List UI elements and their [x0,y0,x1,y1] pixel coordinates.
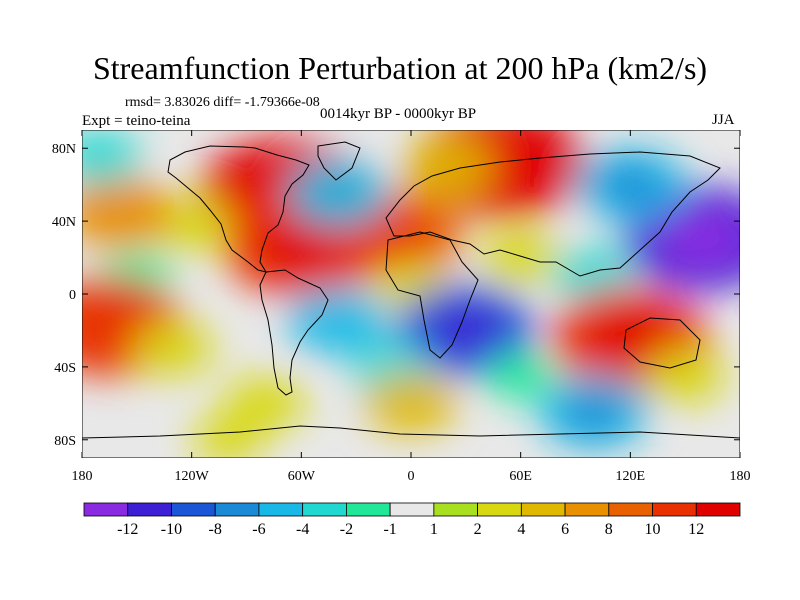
anomaly-14 [82,130,142,185]
colorbar-swatch [608,502,653,517]
colorbar-label: -12 [117,521,138,538]
anomaly-26 [191,415,265,458]
y-tick-label: 40S [54,361,76,376]
x-tick-label: 60E [509,469,532,484]
anomaly-17 [131,321,215,377]
colorbar-swatch [83,502,129,517]
anomaly-core-11 [660,210,740,269]
colorbar-swatch [171,502,216,517]
eurasia-coastline [385,151,721,277]
colorbar-label: -8 [209,521,222,538]
anomaly-core-12 [600,164,661,206]
y-tick-label: 40N [52,215,76,230]
colorbar-swatch [477,502,522,517]
y-tick-label: 0 [69,288,76,303]
anomaly-core-19 [428,304,504,357]
experiment-label: Expt = teino-teina [82,113,191,129]
anomaly-core-16 [82,299,150,355]
colorbar-label: 1 [430,521,438,538]
colorbar-swatch [695,502,741,517]
stats-label: rmsd= 3.83026 diff= -1.79366e-08 [125,95,320,110]
colorbar-label: 4 [517,521,525,538]
antarctica-coastline [82,425,740,439]
anomaly-6 [286,159,389,228]
colorbar-label: -1 [383,521,396,538]
colorbar-label: 10 [645,521,661,538]
chart-title: Streamfunction Perturbation at 200 hPa (… [92,50,708,86]
x-tick-label: 120E [616,469,646,484]
colorbar-swatch [214,502,260,517]
colorbar-swatch [564,502,610,517]
x-tick-label: 180 [72,469,93,484]
anomaly-core-5 [88,191,149,233]
colorbar-label: 6 [561,521,569,538]
colorbar-label: -4 [296,521,309,538]
africa-coastline [385,231,479,359]
y-tick-label: 80N [52,142,76,157]
australia-coastline [623,317,701,369]
greenland-coastline [317,141,361,181]
anomaly-core-25 [564,391,624,433]
anomaly-core-21 [587,310,673,369]
x-tick-label: 120W [175,469,210,484]
anomaly-10 [401,135,494,198]
x-tick-label: 0 [408,469,415,484]
y-tick-label: 80S [54,434,76,449]
colorbar-label: 2 [474,521,482,538]
season-label: JJA [712,112,735,128]
colorbar-swatch [389,502,435,517]
south-america-coastline [259,269,329,396]
anomaly-23 [364,372,458,435]
colorbar-swatch [127,502,172,517]
colorbar-label: 8 [605,521,613,538]
anomaly-27 [484,351,558,401]
north-america-coastline [167,145,310,273]
anomaly-24 [223,375,307,431]
x-tick-label: 60W [288,469,316,484]
period-label: 0014kyr BP - 0000kyr BP [320,106,477,122]
colorbar-swatch [652,502,697,517]
anomaly-18 [286,287,389,356]
anomaly-core-3 [258,215,344,275]
x-tick-label: 180 [730,469,751,484]
colorbar-swatch [345,502,391,517]
colorbar-swatch [433,502,479,517]
colorbar-swatch [302,502,347,517]
anomaly-8 [479,229,563,286]
colorbar-swatch [258,502,304,517]
colorbar-label: -2 [340,521,353,538]
colorbar-label: -6 [252,521,265,538]
colorbar-label: -10 [161,521,182,538]
anomaly-22 [643,348,727,404]
colorbar-label: 12 [688,521,704,538]
colorbar-swatch [520,502,566,517]
